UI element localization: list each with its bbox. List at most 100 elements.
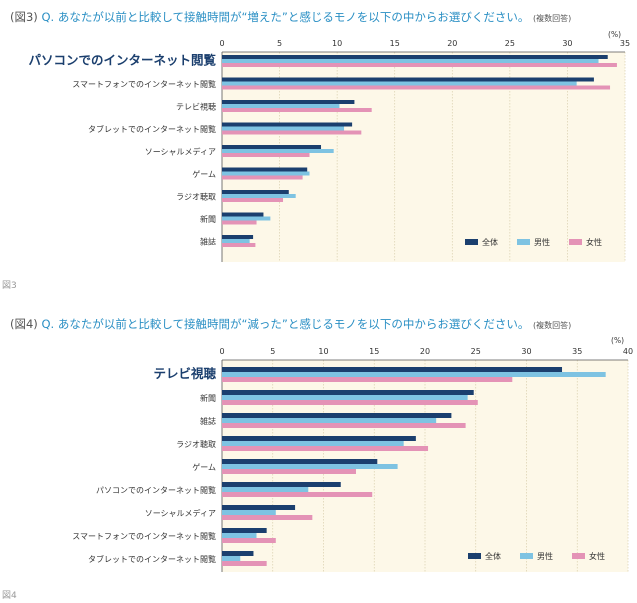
bar-male xyxy=(222,149,334,153)
bar-female xyxy=(222,423,466,428)
category-label: テレビ視聴 xyxy=(153,366,216,381)
bar-female xyxy=(222,85,611,90)
category-label: テレビ視聴 xyxy=(176,102,216,112)
bar-female xyxy=(222,400,478,405)
category-label: 新聞 xyxy=(200,214,216,224)
bar-all xyxy=(222,390,474,395)
legend-label-male: 男性 xyxy=(537,551,553,561)
bar-all xyxy=(222,528,267,533)
bar-male xyxy=(222,171,310,176)
bar-male xyxy=(222,126,345,131)
legend-swatch-female xyxy=(572,553,585,559)
bar-male xyxy=(222,533,257,538)
bar-female xyxy=(222,515,313,520)
x-tick-label: 20 xyxy=(447,39,457,48)
legend-label-male: 男性 xyxy=(534,237,550,247)
legend-label-female: 女性 xyxy=(589,551,605,561)
legend-label-all: 全体 xyxy=(482,237,498,247)
bar-female xyxy=(222,108,372,112)
chart1-note: (複数回答) xyxy=(533,14,572,23)
bar-female xyxy=(222,220,257,225)
chart2-question: (図4) Q. あなたが以前と比較して接触時間が“減った”と感じるモノを以下の中… xyxy=(10,316,571,332)
bar-female xyxy=(222,153,310,157)
bar-all xyxy=(222,367,563,372)
bar-male xyxy=(222,194,296,198)
legend-swatch-male xyxy=(520,553,533,559)
bar-all xyxy=(222,459,378,464)
x-tick-label: 40 xyxy=(623,347,633,356)
bar-all xyxy=(222,167,308,172)
x-tick-label: 35 xyxy=(572,347,582,356)
category-label: スマートフォンでのインターネット閲覧 xyxy=(72,79,216,89)
chart1-fig-label: (図3) xyxy=(10,10,38,24)
unit-label: (%) xyxy=(608,30,621,39)
category-label: ラジオ聴取 xyxy=(176,439,216,449)
bar-all xyxy=(222,122,353,127)
bar-all xyxy=(222,482,341,487)
category-label: スマートフォンでのインターネット閲覧 xyxy=(72,531,216,541)
legend-label-female: 女性 xyxy=(586,237,602,247)
chart2: 0 5 10 15 20 25 30 35 40 (%) テレビ視聴新聞雑誌ラジオ聴取ゲームパソコン… xyxy=(72,336,633,572)
bar-all xyxy=(222,235,254,239)
bar-female xyxy=(222,175,303,180)
x-tick-label: 35 xyxy=(620,39,630,48)
bar-all xyxy=(222,100,355,104)
category-label: ゲーム xyxy=(192,169,216,179)
bar-female xyxy=(222,130,362,135)
category-label: パソコンでのインターネット閲覧 xyxy=(96,485,216,495)
chart1: 0 5 10 15 20 25 30 35(%) パソコンでのインターネット閲覧スマートフォンで… xyxy=(28,30,630,262)
bar-all xyxy=(222,551,254,556)
bar-male xyxy=(222,216,271,221)
x-tick-label: 15 xyxy=(369,347,379,356)
x-tick-label: 30 xyxy=(521,347,531,356)
chart1-question: (図3) Q. あなたが以前と比較して接触時間が“増えた”と感じるモノを以下の中… xyxy=(10,9,571,25)
category-label: 雑誌 xyxy=(200,416,216,426)
category-label: タブレットでのインターネット閲覧 xyxy=(88,124,216,134)
bar-male xyxy=(222,464,398,469)
category-label: 雑誌 xyxy=(200,237,216,247)
chart1-caption: 図3 xyxy=(2,281,17,291)
x-tick-label: 30 xyxy=(562,39,572,48)
x-tick-label: 25 xyxy=(505,39,515,48)
bar-all xyxy=(222,505,296,510)
chart2-question-text: Q. あなたが以前と比較して接触時間が“減った”と感じるモノを以下の中からお選び… xyxy=(41,317,530,331)
chart2-fig-label: (図4) xyxy=(10,317,38,331)
chart2-note: (複数回答) xyxy=(533,321,572,330)
bar-all xyxy=(222,190,289,194)
bar-male xyxy=(222,81,577,86)
bar-male xyxy=(222,372,606,377)
bar-male xyxy=(222,487,309,492)
category-label: ソーシャルメディア xyxy=(145,147,216,157)
legend-label-all: 全体 xyxy=(485,551,501,561)
chart2-caption: 図4 xyxy=(2,591,17,601)
bar-male xyxy=(222,418,437,423)
legend-swatch-male xyxy=(517,239,530,245)
x-tick-label: 25 xyxy=(471,347,481,356)
bar-all xyxy=(222,413,452,418)
bar-female xyxy=(222,377,513,382)
bar-female xyxy=(222,446,429,451)
category-label: ソーシャルメディア xyxy=(145,508,216,518)
bar-female xyxy=(222,63,617,67)
x-tick-label: 5 xyxy=(270,347,275,356)
legend-swatch-all xyxy=(468,553,481,559)
category-label: ラジオ聴取 xyxy=(176,192,216,202)
bar-all xyxy=(222,55,608,59)
bar-all xyxy=(222,436,416,441)
bar-male xyxy=(222,59,599,63)
unit-label: (%) xyxy=(611,336,624,345)
bar-male xyxy=(222,104,340,108)
bar-male xyxy=(222,441,404,446)
bar-female xyxy=(222,243,256,247)
x-tick-label: 5 xyxy=(277,39,282,48)
x-tick-label: 20 xyxy=(420,347,430,356)
bar-female xyxy=(222,561,267,566)
x-tick-label: 10 xyxy=(318,347,328,356)
bar-female xyxy=(222,538,276,543)
x-tick-label: 0 xyxy=(219,39,224,48)
bar-all xyxy=(222,145,322,149)
category-label: 新聞 xyxy=(200,393,216,403)
bar-male xyxy=(222,510,276,515)
category-label: パソコンでのインターネット閲覧 xyxy=(28,53,216,68)
